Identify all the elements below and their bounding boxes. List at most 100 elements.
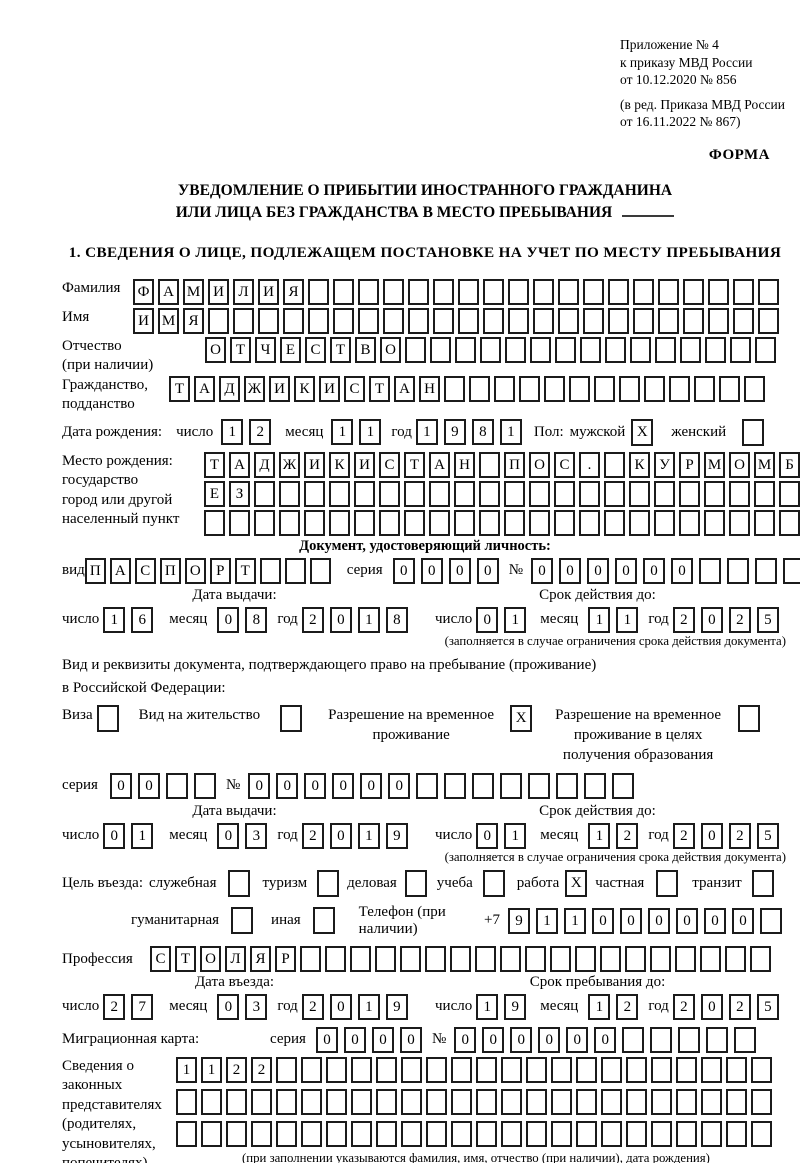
char-box[interactable]	[469, 375, 490, 402]
char-box[interactable]	[401, 1120, 422, 1147]
char-box[interactable]	[326, 1056, 347, 1083]
char-box[interactable]	[622, 1026, 645, 1053]
char-box[interactable]	[280, 704, 303, 732]
char-box[interactable]: В	[355, 336, 376, 363]
char-box[interactable]	[482, 869, 505, 897]
char-box[interactable]	[405, 336, 426, 363]
char-box[interactable]	[350, 945, 371, 972]
char-box[interactable]: 1	[103, 606, 126, 633]
char-box[interactable]: 1	[131, 822, 154, 849]
char-box[interactable]	[326, 1088, 347, 1115]
char-box[interactable]	[479, 480, 500, 507]
char-box[interactable]	[476, 1088, 497, 1115]
char-box[interactable]	[742, 418, 765, 446]
char-box[interactable]	[312, 907, 335, 934]
char-box[interactable]: Р	[679, 451, 700, 478]
char-box[interactable]: Я	[283, 278, 304, 305]
char-box[interactable]	[401, 1088, 422, 1115]
char-box[interactable]: И	[354, 451, 375, 478]
char-box[interactable]: 6	[131, 606, 154, 633]
char-box[interactable]	[678, 1026, 701, 1053]
char-box[interactable]	[204, 509, 225, 536]
char-box[interactable]	[608, 307, 629, 334]
char-box[interactable]: 1	[357, 606, 380, 633]
char-box[interactable]	[701, 1088, 722, 1115]
char-box[interactable]: Т	[330, 336, 351, 363]
char-box[interactable]	[550, 945, 571, 972]
char-box[interactable]	[279, 509, 300, 536]
char-box[interactable]	[404, 509, 425, 536]
char-box[interactable]: 0	[476, 606, 499, 633]
char-box[interactable]	[351, 1056, 372, 1083]
char-box[interactable]: 0	[332, 772, 355, 799]
char-box[interactable]	[558, 278, 579, 305]
char-box[interactable]: З	[229, 480, 250, 507]
char-box[interactable]	[504, 509, 525, 536]
char-box[interactable]: И	[269, 375, 290, 402]
char-box[interactable]	[750, 945, 771, 972]
char-box[interactable]: 8	[385, 606, 408, 633]
char-box[interactable]	[701, 1056, 722, 1083]
char-box[interactable]	[528, 772, 551, 799]
char-box[interactable]	[379, 509, 400, 536]
char-box[interactable]: X	[631, 418, 654, 446]
char-box[interactable]	[558, 307, 579, 334]
char-box[interactable]	[475, 945, 496, 972]
char-box[interactable]	[738, 704, 761, 732]
char-box[interactable]: 2	[301, 822, 324, 849]
char-box[interactable]	[651, 1056, 672, 1083]
char-box[interactable]: 3	[245, 993, 268, 1020]
char-box[interactable]	[651, 1120, 672, 1147]
char-box[interactable]	[601, 1088, 622, 1115]
char-box[interactable]	[626, 1120, 647, 1147]
char-box[interactable]	[758, 307, 779, 334]
char-box[interactable]: 0	[476, 557, 499, 584]
char-box[interactable]: 2	[251, 1056, 272, 1083]
char-box[interactable]	[656, 869, 679, 897]
char-box[interactable]	[619, 375, 640, 402]
char-box[interactable]: М	[754, 451, 775, 478]
char-box[interactable]: 2	[672, 822, 695, 849]
char-box[interactable]: С	[134, 557, 156, 584]
char-box[interactable]: 1	[499, 419, 522, 445]
char-box[interactable]	[569, 375, 590, 402]
char-box[interactable]	[530, 336, 551, 363]
char-box[interactable]: 2	[728, 822, 751, 849]
char-box[interactable]	[651, 1088, 672, 1115]
char-box[interactable]	[494, 375, 515, 402]
char-box[interactable]: Т	[204, 451, 225, 478]
char-box[interactable]: 0	[343, 1026, 366, 1053]
char-box[interactable]: К	[329, 451, 350, 478]
char-box[interactable]	[726, 1120, 747, 1147]
char-box[interactable]: 2	[226, 1056, 247, 1083]
char-box[interactable]: 1	[564, 907, 586, 934]
char-box[interactable]: 2	[728, 993, 751, 1020]
char-box[interactable]	[450, 945, 471, 972]
char-box[interactable]: 1	[536, 907, 558, 934]
char-box[interactable]: Ф	[133, 278, 154, 305]
char-box[interactable]: П	[159, 557, 181, 584]
char-box[interactable]	[650, 1026, 673, 1053]
char-box[interactable]	[400, 945, 421, 972]
char-box[interactable]: 0	[510, 1026, 533, 1053]
char-box[interactable]: 1	[415, 419, 438, 445]
char-box[interactable]: К	[294, 375, 315, 402]
char-box[interactable]: 0	[448, 557, 471, 584]
char-box[interactable]: 0	[592, 907, 614, 934]
char-box[interactable]	[300, 945, 321, 972]
char-box[interactable]: 3	[245, 822, 268, 849]
char-box[interactable]	[479, 451, 500, 478]
char-box[interactable]	[376, 1120, 397, 1147]
char-box[interactable]	[351, 1088, 372, 1115]
char-box[interactable]: 7	[131, 993, 154, 1020]
char-box[interactable]: 0	[676, 907, 698, 934]
char-box[interactable]	[283, 307, 304, 334]
char-box[interactable]	[201, 1088, 222, 1115]
char-box[interactable]	[426, 1056, 447, 1083]
char-box[interactable]	[165, 772, 188, 799]
char-box[interactable]: И	[319, 375, 340, 402]
char-box[interactable]	[706, 1026, 729, 1053]
char-box[interactable]	[383, 278, 404, 305]
char-box[interactable]	[505, 336, 526, 363]
char-box[interactable]	[455, 336, 476, 363]
